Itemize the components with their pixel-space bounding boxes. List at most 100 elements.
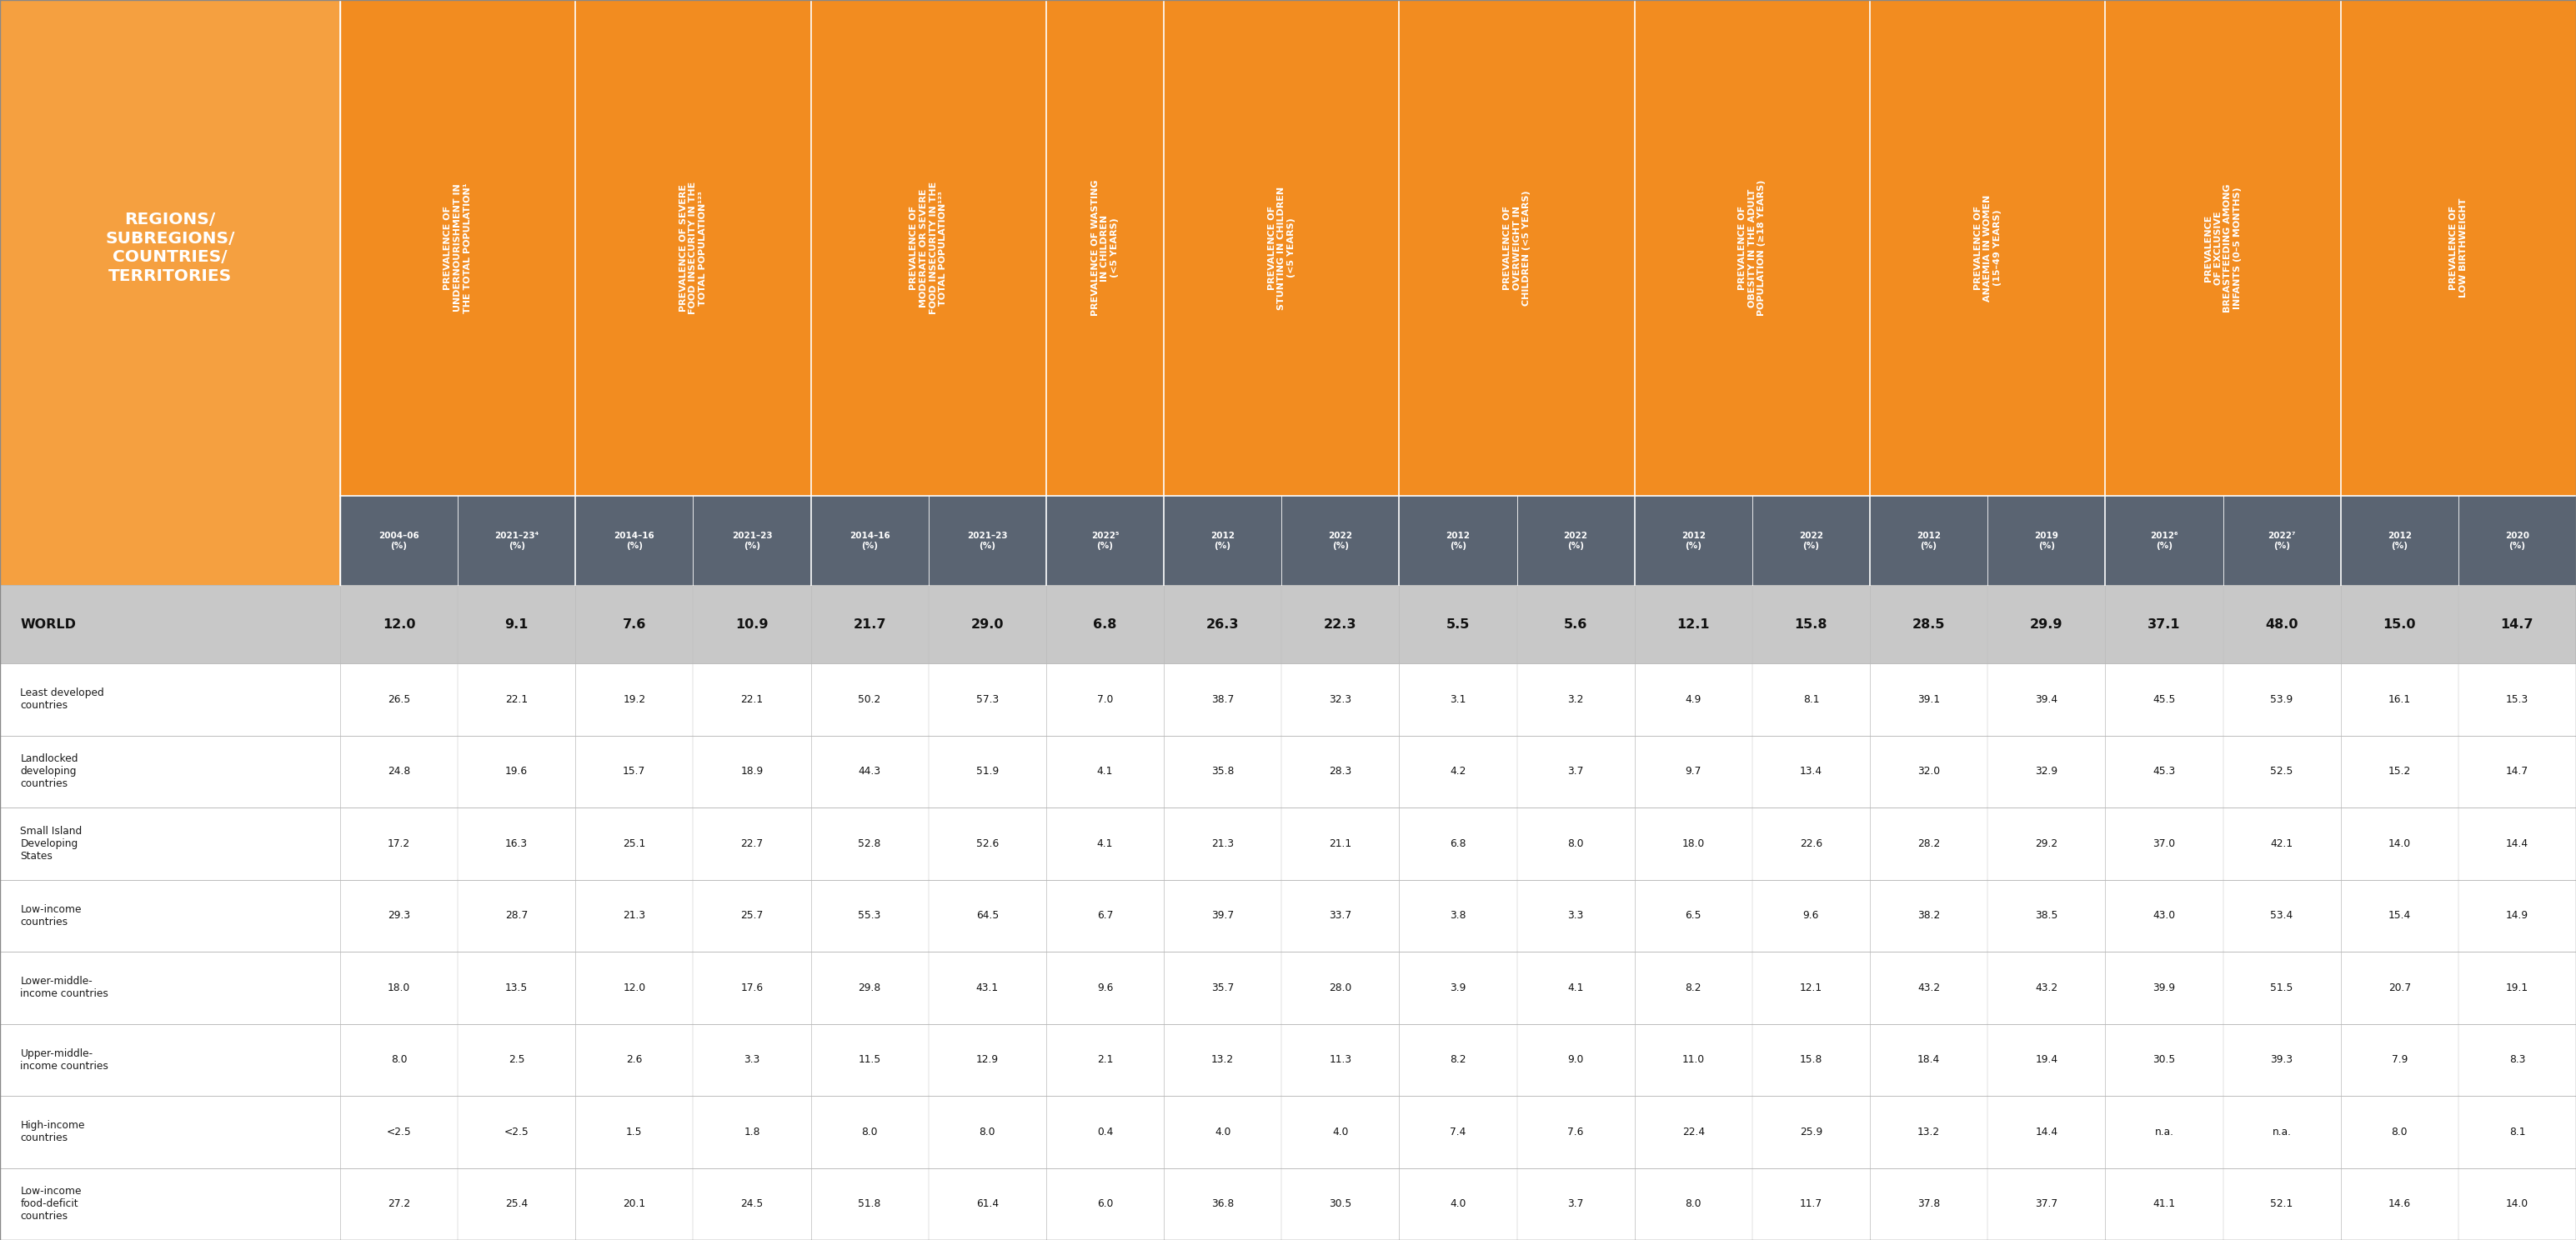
Text: 2014–16
(%): 2014–16 (%): [850, 532, 889, 549]
Text: 26.5: 26.5: [386, 694, 410, 704]
Text: 9.7: 9.7: [1685, 766, 1703, 777]
Text: 11.0: 11.0: [1682, 1054, 1705, 1065]
Text: 3.9: 3.9: [1450, 982, 1466, 993]
Bar: [1399, 0, 1636, 496]
Text: PREVALENCE OF WASTING
IN CHILDREN
(<5 YEARS): PREVALENCE OF WASTING IN CHILDREN (<5 YE…: [1092, 180, 1118, 316]
Text: 2014–16
(%): 2014–16 (%): [613, 532, 654, 549]
Text: 2012
(%): 2012 (%): [1445, 532, 1471, 549]
Text: 39.3: 39.3: [2269, 1054, 2293, 1065]
Text: 7.6: 7.6: [1569, 1126, 1584, 1137]
Text: 20.7: 20.7: [2388, 982, 2411, 993]
Text: 11.5: 11.5: [858, 1054, 881, 1065]
Bar: [1636, 496, 1752, 585]
Text: 19.6: 19.6: [505, 766, 528, 777]
Bar: [574, 0, 811, 496]
Text: 35.7: 35.7: [1211, 982, 1234, 993]
Text: 13.2: 13.2: [1211, 1054, 1234, 1065]
Text: 4.2: 4.2: [1450, 766, 1466, 777]
Text: 16.3: 16.3: [505, 838, 528, 849]
Text: PREVALENCE
OF EXCLUSIVE
BREASTFEEDING AMONG
INFANTS (0–5 MONTHS): PREVALENCE OF EXCLUSIVE BREASTFEEDING AM…: [2205, 184, 2241, 312]
Text: 2022
(%): 2022 (%): [1329, 532, 1352, 549]
Text: n.a.: n.a.: [2272, 1126, 2293, 1137]
Text: 19.2: 19.2: [623, 694, 647, 704]
Bar: [2458, 496, 2576, 585]
Bar: [340, 496, 459, 585]
Text: 37.7: 37.7: [2035, 1199, 2058, 1209]
Text: 44.3: 44.3: [858, 766, 881, 777]
Text: 29.8: 29.8: [858, 982, 881, 993]
Text: 15.3: 15.3: [2506, 694, 2530, 704]
Text: 30.5: 30.5: [2154, 1054, 2177, 1065]
Text: 3.3: 3.3: [744, 1054, 760, 1065]
Text: 4.0: 4.0: [1450, 1199, 1466, 1209]
Text: 14.4: 14.4: [2035, 1126, 2058, 1137]
Text: 15.0: 15.0: [2383, 618, 2416, 631]
Text: 15.8: 15.8: [1795, 618, 1826, 631]
Text: 57.3: 57.3: [976, 694, 999, 704]
Text: 48.0: 48.0: [2264, 618, 2298, 631]
Text: 2.1: 2.1: [1097, 1054, 1113, 1065]
Text: 22.4: 22.4: [1682, 1126, 1705, 1137]
Text: 14.7: 14.7: [2501, 618, 2535, 631]
Text: 13.4: 13.4: [1801, 766, 1821, 777]
Text: <2.5: <2.5: [386, 1126, 412, 1137]
Text: 2021–23⁴
(%): 2021–23⁴ (%): [495, 532, 538, 549]
Text: 32.0: 32.0: [1917, 766, 1940, 777]
Text: 45.5: 45.5: [2154, 694, 2177, 704]
Text: PREVALENCE OF SEVERE
FOOD INSECURITY IN THE
TOTAL POPULATION¹²³: PREVALENCE OF SEVERE FOOD INSECURITY IN …: [680, 181, 706, 315]
Text: 3.7: 3.7: [1569, 1199, 1584, 1209]
Text: 2021–23
(%): 2021–23 (%): [732, 532, 773, 549]
Text: 8.1: 8.1: [2509, 1126, 2524, 1137]
Bar: [0, 0, 340, 496]
Text: 14.7: 14.7: [2506, 766, 2530, 777]
Text: High-income
countries: High-income countries: [21, 1120, 85, 1143]
Bar: [1752, 496, 1870, 585]
Text: 51.5: 51.5: [2269, 982, 2293, 993]
Text: 14.0: 14.0: [2388, 838, 2411, 849]
Text: 4.1: 4.1: [1097, 838, 1113, 849]
Text: Upper-middle-
income countries: Upper-middle- income countries: [21, 1048, 108, 1071]
Text: 8.0: 8.0: [392, 1054, 407, 1065]
Text: 37.0: 37.0: [2154, 838, 2174, 849]
Bar: [0, 879, 2576, 952]
Text: 2.6: 2.6: [626, 1054, 641, 1065]
Bar: [0, 496, 340, 585]
Text: 43.1: 43.1: [976, 982, 999, 993]
Text: 7.6: 7.6: [623, 618, 647, 631]
Text: 13.2: 13.2: [1917, 1126, 1940, 1137]
Bar: [2105, 0, 2342, 496]
Text: 16.1: 16.1: [2388, 694, 2411, 704]
Text: 29.3: 29.3: [386, 910, 410, 921]
Text: WORLD: WORLD: [21, 618, 77, 631]
Text: 51.9: 51.9: [976, 766, 999, 777]
Text: 0.4: 0.4: [1097, 1126, 1113, 1137]
Text: 21.3: 21.3: [623, 910, 647, 921]
Text: 41.1: 41.1: [2154, 1199, 2174, 1209]
Text: 2012
(%): 2012 (%): [1917, 532, 1940, 549]
Text: PREVALENCE OF
MODERATE OR SEVERE
FOOD INSECURITY IN THE
TOTAL POPULATION¹²³: PREVALENCE OF MODERATE OR SEVERE FOOD IN…: [909, 181, 948, 315]
Text: 12.0: 12.0: [623, 982, 647, 993]
Text: PREVALENCE OF
OBESITY IN THE ADULT
POPULATION (≥18 YEARS): PREVALENCE OF OBESITY IN THE ADULT POPUL…: [1739, 180, 1767, 316]
Text: 6.8: 6.8: [1092, 618, 1118, 631]
Text: 4.0: 4.0: [1213, 1126, 1231, 1137]
Text: 18.0: 18.0: [1682, 838, 1705, 849]
Text: 2012
(%): 2012 (%): [2388, 532, 2411, 549]
Text: Small Island
Developing
States: Small Island Developing States: [21, 826, 82, 862]
Text: 39.1: 39.1: [1917, 694, 1940, 704]
Text: 25.7: 25.7: [739, 910, 762, 921]
Text: 38.7: 38.7: [1211, 694, 1234, 704]
Text: 38.2: 38.2: [1917, 910, 1940, 921]
Text: REGIONS/
SUBREGIONS/
COUNTRIES/
TERRITORIES: REGIONS/ SUBREGIONS/ COUNTRIES/ TERRITOR…: [106, 212, 234, 284]
Bar: [574, 496, 693, 585]
Text: 19.4: 19.4: [2035, 1054, 2058, 1065]
Text: 28.2: 28.2: [1917, 838, 1940, 849]
Text: 26.3: 26.3: [1206, 618, 1239, 631]
Text: 25.4: 25.4: [505, 1199, 528, 1209]
Text: 28.7: 28.7: [505, 910, 528, 921]
Text: PREVALENCE OF
STUNTING IN CHILDREN
(<5 YEARS): PREVALENCE OF STUNTING IN CHILDREN (<5 Y…: [1267, 186, 1296, 310]
Text: 3.8: 3.8: [1450, 910, 1466, 921]
Text: 29.0: 29.0: [971, 618, 1005, 631]
Text: Landlocked
developing
countries: Landlocked developing countries: [21, 754, 77, 790]
Text: 52.6: 52.6: [976, 838, 999, 849]
Text: 4.1: 4.1: [1097, 766, 1113, 777]
